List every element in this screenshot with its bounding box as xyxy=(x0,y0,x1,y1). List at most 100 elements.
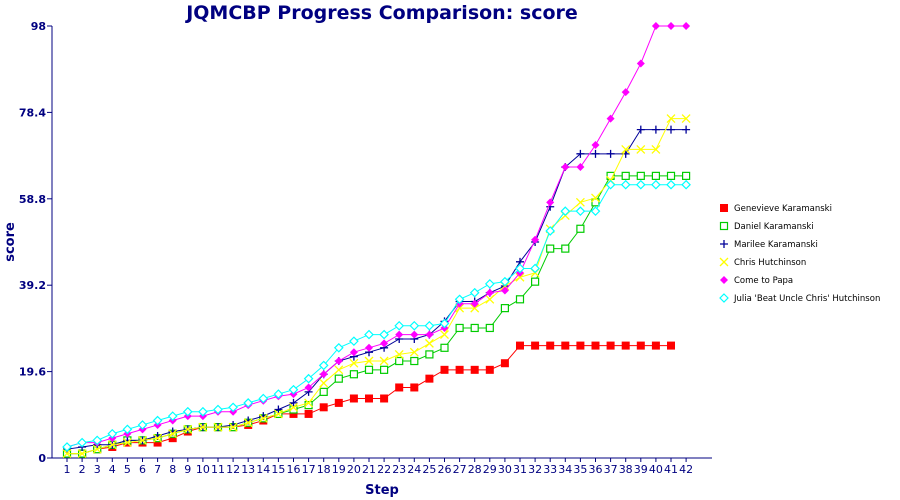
data-point xyxy=(395,356,404,366)
data-point xyxy=(470,365,479,374)
data-point xyxy=(228,402,238,413)
data-point xyxy=(243,418,253,428)
data-point xyxy=(138,435,147,445)
x-tick-label: 13 xyxy=(241,463,255,476)
data-point xyxy=(228,422,238,432)
data-point xyxy=(682,125,691,134)
data-point xyxy=(289,402,298,412)
data-point xyxy=(515,272,525,282)
data-point xyxy=(92,444,102,454)
data-point xyxy=(394,320,405,331)
x-tick-label: 15 xyxy=(271,463,285,476)
data-point xyxy=(365,343,373,352)
data-point xyxy=(182,406,193,417)
x-tick-label: 32 xyxy=(528,463,542,476)
data-point xyxy=(651,125,660,134)
x-tick-label: 39 xyxy=(634,463,648,476)
data-point xyxy=(319,403,328,412)
data-point xyxy=(591,193,600,203)
data-point xyxy=(379,329,389,340)
x-tick-label: 33 xyxy=(543,463,557,476)
data-point xyxy=(469,287,480,298)
data-point xyxy=(62,442,72,452)
x-tick-label: 7 xyxy=(154,463,161,476)
data-point xyxy=(606,114,615,123)
series-6 xyxy=(62,179,691,452)
data-point xyxy=(334,365,344,375)
data-point xyxy=(319,370,328,379)
legend-marker xyxy=(719,221,729,231)
legend-label: Julia 'Beat Uncle Chris' Hutchinson xyxy=(733,294,880,304)
data-point xyxy=(395,383,404,392)
data-point xyxy=(515,295,525,304)
data-point xyxy=(516,341,524,350)
data-point xyxy=(334,398,343,407)
data-point xyxy=(575,197,585,207)
data-point xyxy=(258,393,269,404)
x-tick-label: 37 xyxy=(604,463,618,476)
data-point xyxy=(304,409,313,418)
data-point xyxy=(576,163,585,172)
x-tick-label: 34 xyxy=(558,463,572,476)
data-point xyxy=(380,394,389,403)
x-tick-label: 18 xyxy=(317,463,331,476)
legend-label: Daniel Karamanski xyxy=(734,222,814,232)
data-point xyxy=(334,374,343,383)
legend-marker xyxy=(720,240,728,248)
x-tick-label: 31 xyxy=(513,463,527,476)
data-point xyxy=(77,437,87,448)
data-point xyxy=(500,359,509,368)
x-tick-label: 2 xyxy=(79,463,86,476)
data-point xyxy=(455,303,465,313)
data-point xyxy=(485,288,494,297)
x-tick-label: 20 xyxy=(347,463,361,476)
data-point xyxy=(122,424,133,435)
data-point xyxy=(153,433,163,443)
data-point xyxy=(289,398,298,407)
data-point xyxy=(425,330,434,339)
data-point xyxy=(289,409,298,418)
data-point xyxy=(621,144,631,154)
y-tick-label: 58.8 xyxy=(19,193,46,206)
x-tick-label: 14 xyxy=(256,463,270,476)
data-point xyxy=(409,320,420,331)
data-point xyxy=(500,276,510,287)
x-tick-label: 36 xyxy=(589,463,603,476)
data-point xyxy=(636,171,645,180)
data-point xyxy=(243,398,254,408)
data-point xyxy=(530,263,540,274)
data-point xyxy=(485,365,494,374)
data-point xyxy=(153,438,162,447)
y-axis-title: score xyxy=(3,222,18,262)
y-tick-label: 0 xyxy=(38,452,46,465)
x-tick-label: 40 xyxy=(649,463,663,476)
data-point xyxy=(424,338,434,348)
data-point xyxy=(621,149,630,158)
data-point xyxy=(349,358,359,368)
legend-marker xyxy=(720,276,728,284)
x-tick-label: 35 xyxy=(573,463,587,476)
data-point xyxy=(334,357,343,366)
data-point xyxy=(621,171,630,180)
x-tick-label: 19 xyxy=(332,463,346,476)
data-point xyxy=(576,224,585,233)
data-point xyxy=(681,114,691,124)
data-point xyxy=(606,149,615,158)
data-point xyxy=(651,22,660,30)
y-tick-label: 98 xyxy=(31,20,46,33)
data-point xyxy=(77,449,87,459)
data-point xyxy=(303,373,314,384)
data-point xyxy=(606,341,615,350)
x-tick-label: 10 xyxy=(196,463,210,476)
data-point xyxy=(410,330,419,339)
data-point xyxy=(168,429,178,439)
x-tick-label: 8 xyxy=(169,463,176,476)
data-point xyxy=(440,343,449,352)
x-tick-label: 26 xyxy=(438,463,452,476)
data-point xyxy=(137,420,148,430)
data-point xyxy=(576,149,585,158)
data-point xyxy=(635,179,646,190)
series-5 xyxy=(63,22,691,451)
data-point xyxy=(410,383,419,392)
